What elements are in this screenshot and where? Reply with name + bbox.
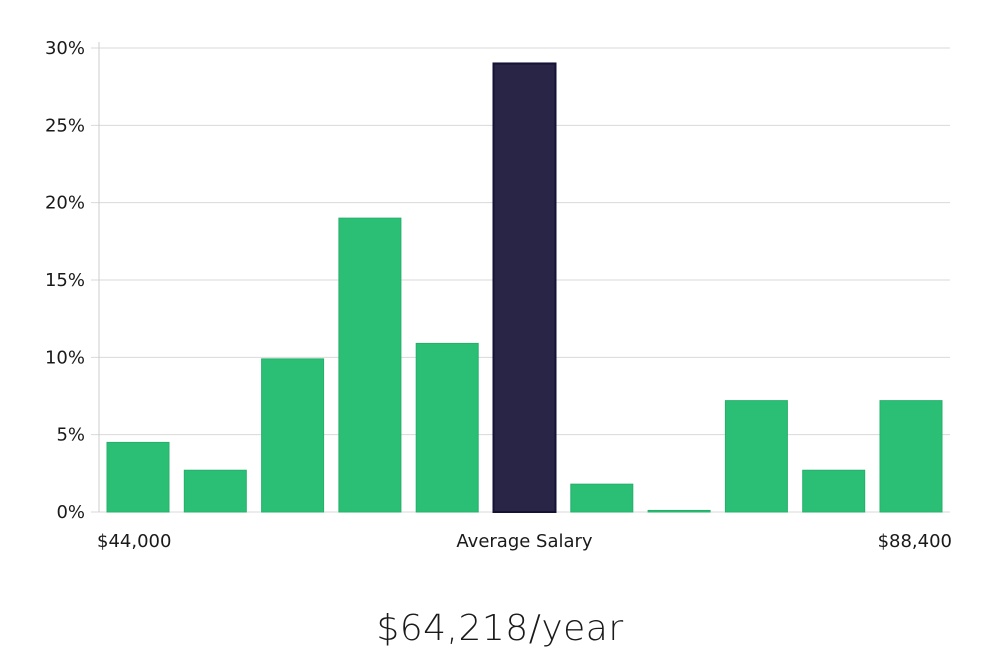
histogram-bar xyxy=(724,400,788,513)
average-salary-value: $64,218/year xyxy=(376,608,624,649)
y-tick-label: 5% xyxy=(56,425,85,446)
histogram-bar xyxy=(570,483,634,513)
salary-histogram-chart: 0% 5% 10% 15% 20% 25% 30% $44,000 Average Sala… xyxy=(45,38,952,552)
histogram-bar xyxy=(879,400,943,513)
histogram-bar xyxy=(802,469,866,513)
histogram-bar xyxy=(338,217,402,513)
histogram-bar xyxy=(183,469,247,513)
y-tick-label: 15% xyxy=(45,270,85,291)
histogram-bars xyxy=(106,62,943,513)
x-axis-center-label: Average Salary xyxy=(456,531,593,552)
histogram-bar xyxy=(415,342,479,513)
x-axis-min-label: $44,000 xyxy=(97,531,171,552)
y-tick-label: 0% xyxy=(56,502,85,523)
histogram-bar-average xyxy=(492,62,557,513)
y-tick-label: 20% xyxy=(45,193,85,214)
y-tick-label: 10% xyxy=(45,347,85,368)
histogram-bar xyxy=(261,358,325,513)
histogram-bar xyxy=(647,509,711,513)
histogram-bar xyxy=(106,441,170,513)
y-tick-label: 25% xyxy=(45,115,85,136)
y-tick-label: 30% xyxy=(45,38,85,59)
y-axis-tick-labels: 0% 5% 10% 15% 20% 25% 30% xyxy=(45,38,85,523)
x-axis-max-label: $88,400 xyxy=(878,531,952,552)
